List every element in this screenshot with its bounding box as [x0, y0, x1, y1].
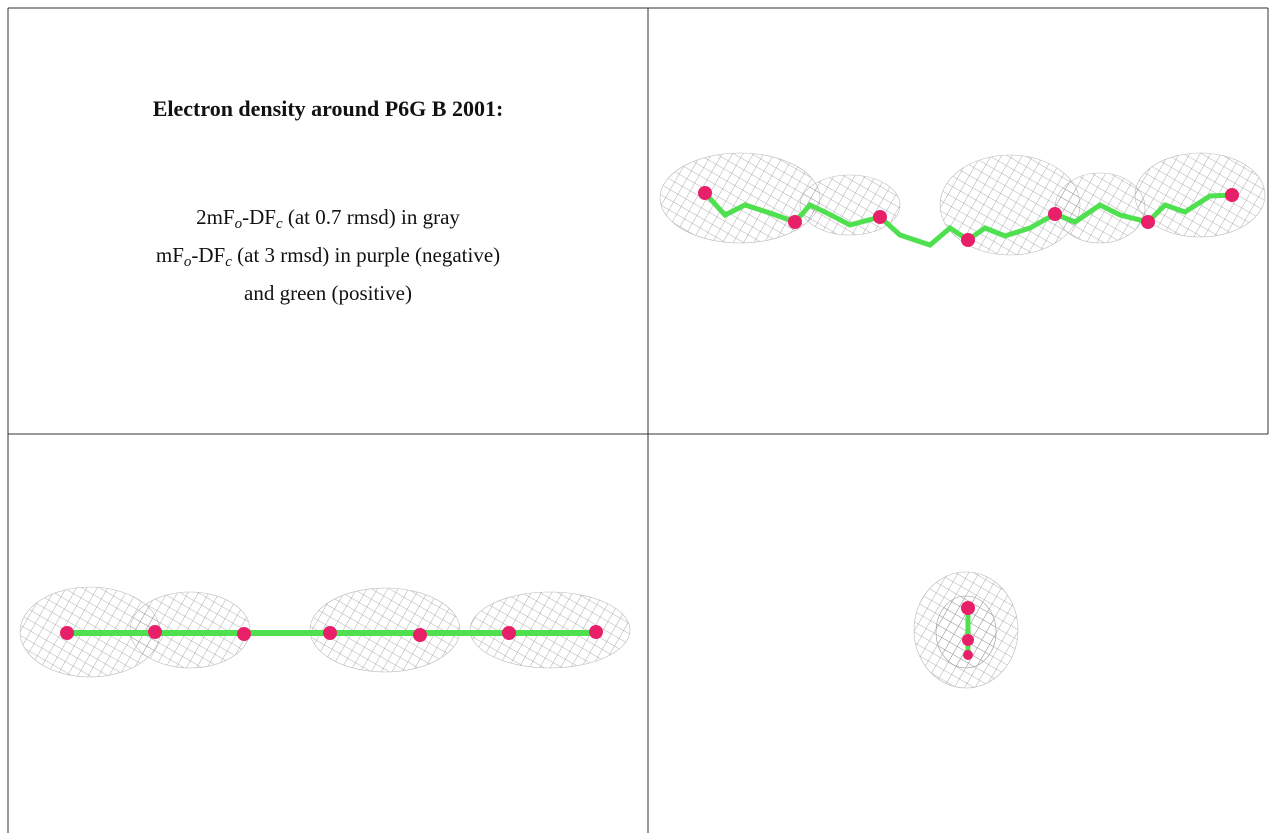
subscript: o [235, 216, 243, 232]
text: mF [156, 243, 184, 267]
text: -DF [242, 205, 276, 229]
text: (at 0.7 rmsd) in gray [283, 205, 460, 229]
subscript: c [225, 254, 232, 270]
caption-line: 2mFo-DFc (at 0.7 rmsd) in gray [8, 202, 648, 240]
text: and green (positive) [244, 281, 412, 305]
table-borders [8, 8, 1268, 833]
caption-line: and green (positive) [8, 278, 648, 309]
caption: 2mFo-DFc (at 0.7 rmsd) in gray mFo-DFc (… [8, 202, 648, 309]
text: (at 3 rmsd) in purple (negative) [232, 243, 500, 267]
title: Electron density around P6G B 2001: [8, 96, 648, 122]
text: -DF [191, 243, 225, 267]
molecule-view-side [660, 153, 1265, 255]
page: Electron density around P6G B 2001: 2mFo… [0, 0, 1275, 833]
molecule-view-end [914, 572, 1018, 688]
text: 2mF [196, 205, 235, 229]
figure-table [0, 0, 1275, 833]
subscript: c [276, 216, 283, 232]
molecule-view-front [20, 587, 630, 677]
caption-line: mFo-DFc (at 3 rmsd) in purple (negative) [8, 240, 648, 278]
